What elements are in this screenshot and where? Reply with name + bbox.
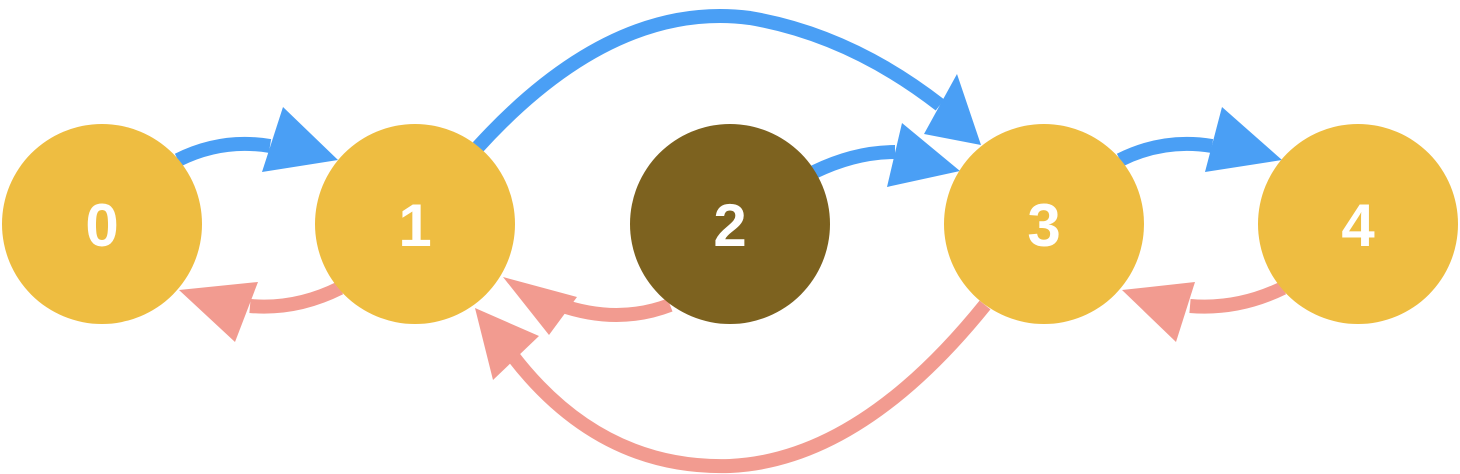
node-circle bbox=[315, 124, 515, 324]
node-2: 2 bbox=[630, 124, 830, 324]
arrowhead-icon bbox=[179, 282, 258, 342]
edge-line bbox=[472, 9, 945, 152]
edge-line bbox=[174, 136, 272, 167]
edge-line bbox=[1189, 281, 1287, 314]
edges-layer bbox=[174, 9, 1287, 474]
node-3: 3 bbox=[944, 124, 1144, 324]
node-label: 2 bbox=[713, 192, 746, 259]
edge-line bbox=[249, 281, 344, 314]
node-circle bbox=[630, 124, 830, 324]
node-circle bbox=[944, 124, 1144, 324]
edge-1-to-3 bbox=[472, 9, 981, 152]
node-label: 0 bbox=[85, 192, 118, 259]
arrowhead-icon bbox=[1205, 107, 1282, 172]
edge-1-to-0 bbox=[179, 281, 344, 342]
edge-line bbox=[557, 298, 673, 322]
node-label: 1 bbox=[398, 192, 431, 259]
edge-line bbox=[506, 300, 991, 474]
node-label: 3 bbox=[1027, 192, 1060, 259]
edge-3-to-4 bbox=[1116, 107, 1282, 172]
edge-3-to-1 bbox=[475, 300, 991, 474]
node-0: 0 bbox=[2, 124, 202, 324]
node-circle bbox=[1258, 124, 1458, 324]
node-circle bbox=[2, 124, 202, 324]
edge-line bbox=[810, 145, 896, 179]
arrowhead-icon bbox=[475, 308, 539, 380]
arrowhead-icon bbox=[924, 74, 981, 145]
arrowhead-icon bbox=[887, 123, 960, 187]
edge-2-to-3 bbox=[810, 123, 960, 187]
edge-2-to-1 bbox=[503, 277, 673, 335]
edge-line bbox=[1116, 136, 1214, 167]
arrowhead-icon bbox=[503, 277, 577, 335]
nodes-layer: 0 1 2 3 4 bbox=[2, 124, 1458, 324]
edge-0-to-1 bbox=[174, 107, 338, 172]
arrowhead-icon bbox=[262, 107, 338, 172]
node-4: 4 bbox=[1258, 124, 1458, 324]
edge-4-to-3 bbox=[1122, 281, 1287, 342]
node-1: 1 bbox=[315, 124, 515, 324]
arrowhead-icon bbox=[1122, 282, 1195, 342]
node-label: 4 bbox=[1341, 192, 1375, 259]
